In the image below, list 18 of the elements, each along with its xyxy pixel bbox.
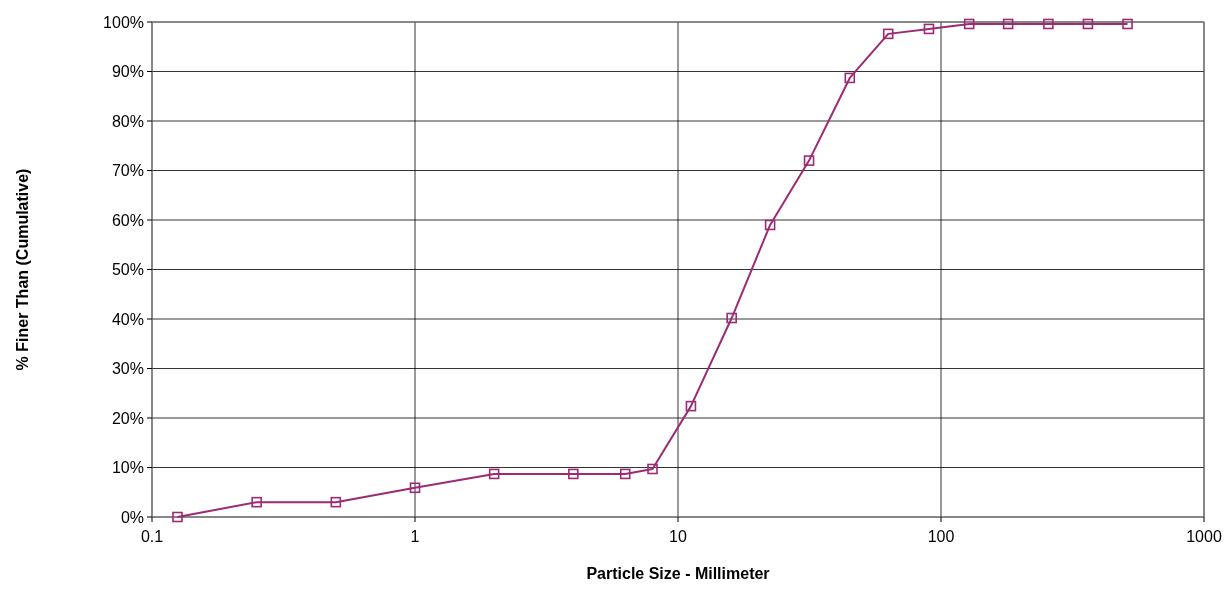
y-tick-label: 50% <box>111 261 144 279</box>
x-tick-label: 1 <box>410 528 420 545</box>
y-tick-label: 60% <box>111 211 144 229</box>
y-tick-label: 80% <box>111 112 144 130</box>
x-tick-label: 100 <box>927 528 955 545</box>
y-axis-title: % Finer Than (Cumulative) <box>14 168 31 371</box>
y-tick-label: 70% <box>111 162 144 180</box>
y-tick-label: 10% <box>111 459 144 477</box>
y-tick-label: 0% <box>120 508 144 526</box>
y-tick-label: 90% <box>111 63 144 81</box>
y-tick-label: 40% <box>111 310 144 328</box>
x-tick-label: 10 <box>669 528 687 545</box>
x-axis-title: Particle Size - Millimeter <box>586 565 770 582</box>
x-tick-label: 1000 <box>1186 528 1222 545</box>
y-tick-label: 30% <box>111 360 144 378</box>
y-tick-label: 20% <box>111 409 144 427</box>
y-tick-label: 100% <box>103 13 144 31</box>
x-tick-label: 0.1 <box>140 528 164 545</box>
